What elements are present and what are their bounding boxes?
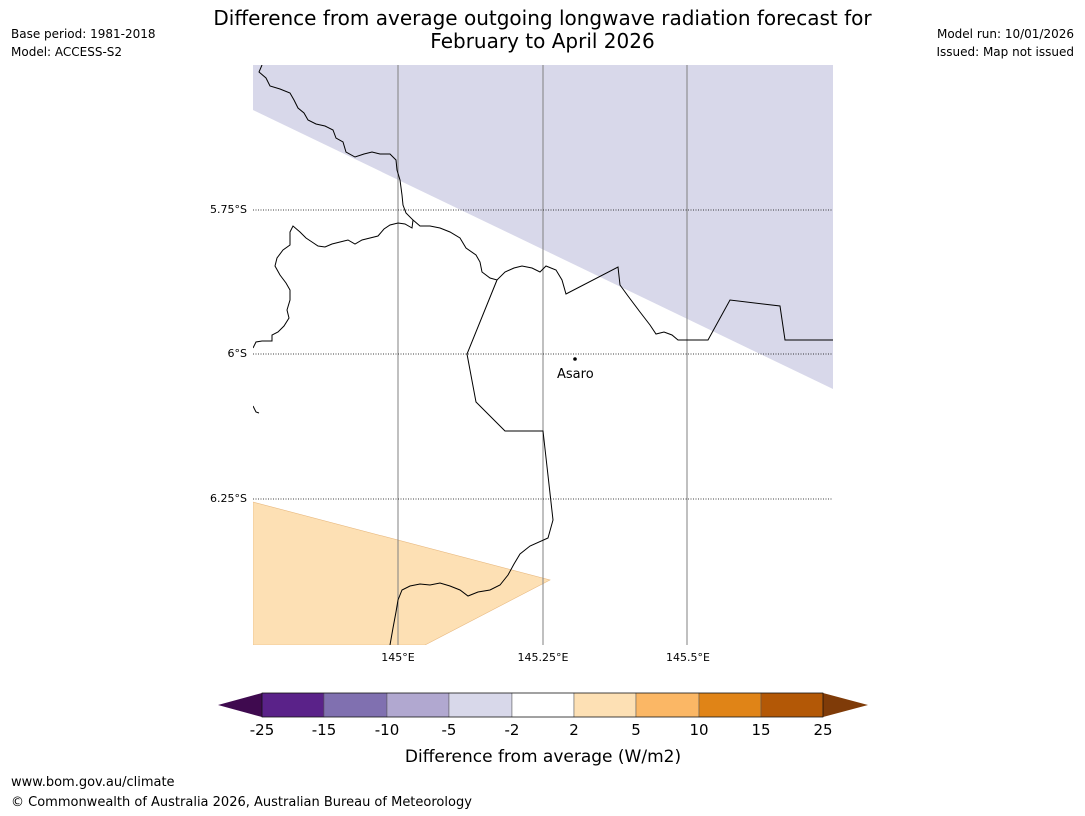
colorbar-segment: [448, 692, 513, 718]
colorbar-segment: [261, 692, 325, 718]
colorbar: -25 -15 -10 -5 -2 2 5 10 15 25 Differenc…: [218, 692, 868, 767]
title-line-2: February to April 2026: [430, 29, 655, 53]
base-period: Base period: 1981-2018: [11, 27, 156, 41]
positive-anomaly-region: [253, 501, 551, 645]
colorbar-tick: 10: [689, 721, 708, 739]
colorbar-segment: [573, 692, 637, 718]
lon-label-145: 145°E: [381, 651, 414, 664]
colorbar-extend-low: [218, 693, 262, 717]
footer-url: www.bom.gov.au/climate: [11, 775, 175, 790]
boundary-edge-fragment: [253, 405, 260, 414]
footer-copyright: © Commonwealth of Australia 2026, Austra…: [11, 795, 472, 810]
colorbar-segment: [511, 692, 575, 718]
lat-label-6: 6°S: [228, 347, 247, 360]
colorbar-tick: 15: [751, 721, 770, 739]
colorbar-segment: [760, 692, 824, 718]
issued-status: Issued: Map not issued: [936, 45, 1074, 59]
model-name: Model: ACCESS-S2: [11, 45, 123, 59]
boundary-mid-north: [412, 219, 833, 341]
lat-label-6-25: 6.25°S: [210, 492, 247, 505]
colorbar-tick: -25: [250, 721, 275, 739]
colorbar-tick: 2: [569, 721, 579, 739]
colorbar-segment: [323, 692, 388, 718]
map-frame: [253, 65, 833, 645]
colorbar-segment: [635, 692, 700, 718]
town-label: Asaro: [557, 367, 594, 382]
lat-label-5-75: 5.75°S: [210, 203, 247, 216]
lon-label-145-5: 145.5°E: [666, 651, 710, 664]
boundary-west-district: [389, 279, 554, 645]
model-run: Model run: 10/01/2026: [936, 27, 1074, 41]
map-title: Difference from average outgoing longwav…: [0, 7, 1085, 53]
lon-label-145-25: 145.25°E: [518, 651, 569, 664]
town-marker: [573, 357, 577, 361]
colorbar-tick: 5: [631, 721, 641, 739]
colorbar-segment: [386, 692, 450, 718]
boundary-north: [253, 65, 414, 349]
colorbar-tick: 25: [813, 721, 832, 739]
colorbar-extend-high: [823, 693, 868, 717]
colorbar-outline: [261, 692, 824, 718]
colorbar-segment: [698, 692, 762, 718]
meta-right: Model run: 10/01/2026 Issued: Map not is…: [936, 25, 1074, 61]
meta-left: Base period: 1981-2018 Model: ACCESS-S2: [11, 25, 156, 61]
colorbar-tick: -15: [312, 721, 337, 739]
title-line-1: Difference from average outgoing longwav…: [213, 6, 872, 30]
colorbar-tick: -2: [505, 721, 520, 739]
colorbar-tick: -10: [375, 721, 400, 739]
colorbar-title: Difference from average (W/m2): [405, 747, 681, 767]
colorbar-tick: -5: [442, 721, 457, 739]
